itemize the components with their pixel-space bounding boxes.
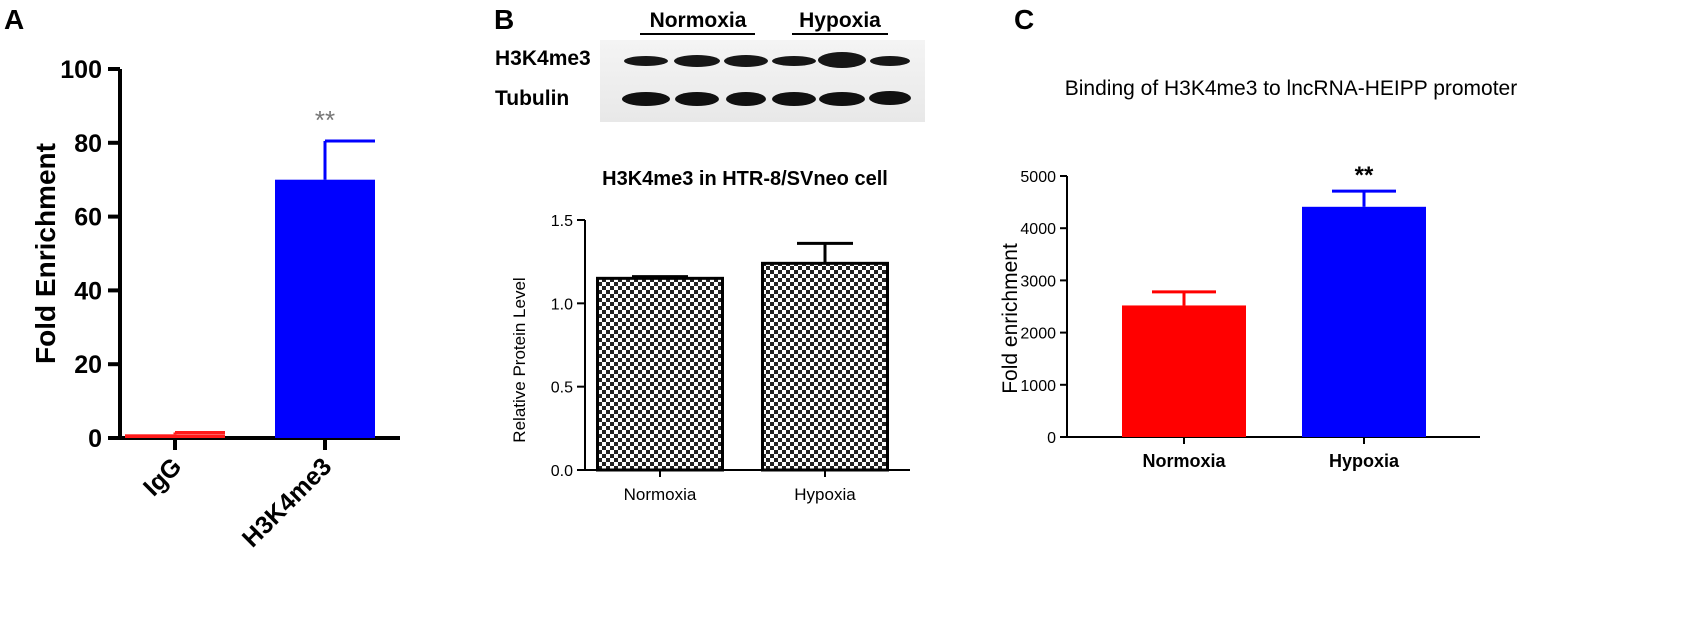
- y-tick-label: 100: [60, 56, 102, 84]
- y-tick-label: 0: [1047, 430, 1056, 447]
- blot-band: [674, 55, 720, 67]
- chart-c: Binding of H3K4me3 to lncRNA-HEIPP promo…: [999, 77, 1517, 471]
- y-axis-title: Relative Protein Level: [510, 277, 529, 442]
- y-tick-label: 0: [88, 425, 102, 453]
- western-blot: Normoxia Hypoxia H3K4me3 Tubulin: [495, 9, 925, 122]
- panel-letter-a: A: [4, 4, 25, 35]
- blot-group-label-normoxia: Normoxia: [650, 9, 747, 32]
- bar-1: [761, 261, 889, 472]
- blot-row-label-tubulin: Tubulin: [495, 87, 569, 110]
- blot-band: [772, 92, 816, 106]
- blot-band: [772, 56, 816, 66]
- y-tick-label: 20: [74, 351, 102, 379]
- y-tick-label: 2000: [1020, 326, 1056, 343]
- y-tick-label: 1.0: [551, 296, 573, 313]
- bar-0: [125, 434, 225, 438]
- y-tick-label: 5000: [1020, 169, 1056, 186]
- blot-band: [870, 56, 910, 66]
- blot-band: [819, 92, 865, 106]
- y-tick-label: 40: [74, 277, 102, 305]
- blot-band: [624, 56, 668, 66]
- y-axis-title: Fold Enrichment: [30, 143, 61, 364]
- panel-letter-c: C: [1014, 4, 1035, 35]
- chart-b: H3K4me3 in HTR-8/SVneo cell 0.0 0.5 1.0 1.5 R…: [510, 168, 910, 504]
- blot-band: [675, 92, 719, 106]
- blot-band: [869, 91, 911, 105]
- bar-0: [1122, 305, 1246, 437]
- chart-a: 0 20 40 60 80 100 Fold Enrichment IgG ** H3K4me3: [30, 56, 400, 553]
- x-tick-label: Hypoxia: [794, 485, 856, 504]
- bar-0: [596, 276, 724, 472]
- y-tick-label: 1000: [1020, 378, 1056, 395]
- significance-label: **: [1355, 162, 1374, 189]
- panel-letter-b: B: [494, 4, 515, 35]
- x-tick-label: IgG: [138, 452, 187, 501]
- chart-title: Binding of H3K4me3 to lncRNA-HEIPP promo…: [1065, 77, 1517, 100]
- blot-band: [724, 55, 768, 67]
- blot-band: [622, 92, 670, 106]
- y-tick-label: 4000: [1020, 221, 1056, 238]
- y-tick-label: 80: [74, 130, 102, 158]
- bar-1: [275, 179, 375, 438]
- y-tick-label: 0.0: [551, 463, 573, 480]
- y-tick-label: 0.5: [551, 380, 573, 397]
- y-tick-label: 60: [74, 204, 102, 232]
- x-tick-label: Normoxia: [1142, 451, 1226, 471]
- blot-bands-h3k4me3: [624, 52, 910, 68]
- significance-label: **: [315, 105, 335, 135]
- y-axis-title: Fold enrichment: [999, 243, 1022, 394]
- chart-title: H3K4me3 in HTR-8/SVneo cell: [602, 168, 888, 190]
- x-tick-label: H3K4me3: [237, 452, 337, 552]
- x-tick-label: Hypoxia: [1329, 451, 1400, 471]
- blot-row-label-h3k4me3: H3K4me3: [495, 47, 591, 70]
- bar-1: [1302, 206, 1426, 437]
- blot-group-label-hypoxia: Hypoxia: [799, 9, 881, 32]
- blot-band: [818, 52, 866, 68]
- blot-bands-tubulin: [622, 91, 911, 106]
- x-tick-label: Normoxia: [624, 485, 697, 504]
- y-tick-label: 1.5: [551, 213, 573, 230]
- y-tick-label: 3000: [1020, 273, 1056, 290]
- blot-background: [600, 40, 925, 122]
- blot-band: [726, 92, 766, 106]
